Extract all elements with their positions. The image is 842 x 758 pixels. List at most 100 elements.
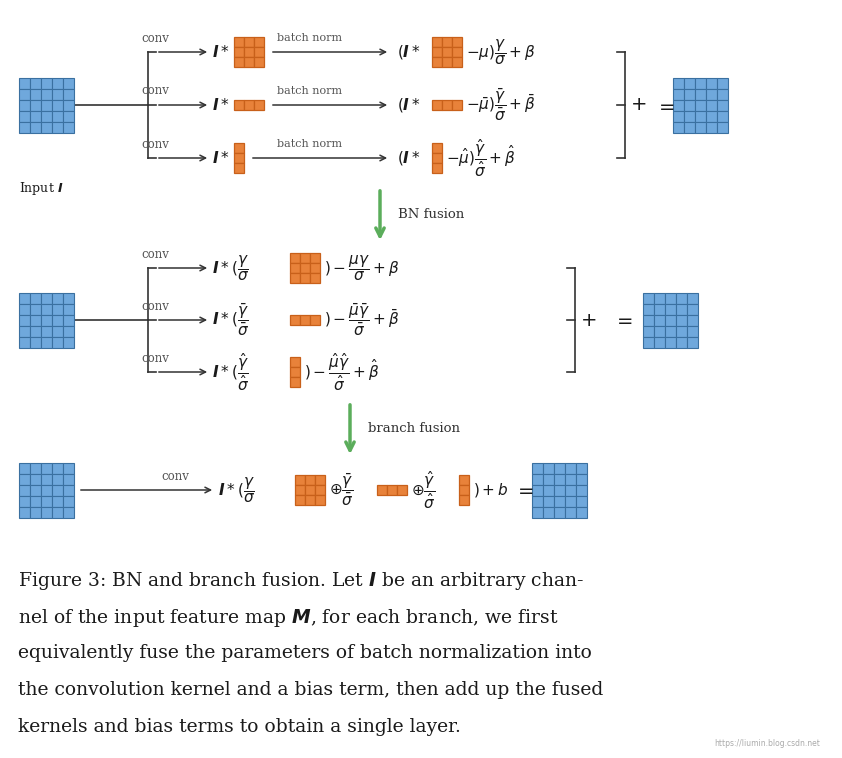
Bar (234, 163, 244, 173)
Bar (305, 485, 315, 495)
Bar (531, 484, 542, 496)
Bar (300, 315, 310, 325)
Bar (675, 325, 686, 337)
Bar (40, 293, 51, 303)
Bar (575, 506, 587, 518)
Bar (40, 99, 51, 111)
Bar (387, 485, 397, 495)
Bar (664, 337, 675, 347)
Bar (290, 357, 300, 367)
Bar (706, 99, 717, 111)
Bar (442, 57, 452, 67)
Bar (40, 462, 51, 474)
Bar (432, 37, 442, 47)
Text: $\oplus\dfrac{\hat{\gamma}}{\hat{\sigma}}$: $\oplus\dfrac{\hat{\gamma}}{\hat{\sigma}… (411, 469, 436, 511)
Bar (695, 121, 706, 133)
Bar (432, 100, 442, 110)
Bar (51, 484, 62, 496)
Bar (653, 315, 664, 325)
Bar (51, 325, 62, 337)
Text: nel of the input feature map $\boldsymbol{M}$, for each branch, we first: nel of the input feature map $\boldsymbo… (18, 607, 558, 629)
Bar (315, 475, 325, 485)
Bar (300, 263, 310, 273)
Bar (244, 100, 254, 110)
Text: $-\bar{\mu})\dfrac{\bar{\gamma}}{\bar{\sigma}}+\bar{\beta}$: $-\bar{\mu})\dfrac{\bar{\gamma}}{\bar{\s… (466, 87, 536, 123)
Bar (290, 273, 300, 283)
Bar (459, 495, 469, 505)
Bar (51, 474, 62, 484)
Text: conv: conv (141, 137, 169, 151)
Text: conv: conv (141, 32, 169, 45)
Bar (19, 89, 29, 99)
Bar (51, 337, 62, 347)
Bar (664, 325, 675, 337)
Text: conv: conv (141, 352, 169, 365)
Bar (29, 77, 40, 89)
Text: kernels and bias terms to obtain a single layer.: kernels and bias terms to obtain a singl… (18, 718, 461, 736)
Bar (40, 496, 51, 506)
Bar (290, 315, 300, 325)
Text: $(\boldsymbol{I}*$: $(\boldsymbol{I}*$ (397, 43, 421, 61)
Bar (234, 100, 244, 110)
Text: $+$: $+$ (580, 311, 596, 330)
Bar (664, 315, 675, 325)
Bar (19, 496, 29, 506)
Text: batch norm: batch norm (277, 139, 343, 149)
Text: $(\boldsymbol{I}*$: $(\boldsymbol{I}*$ (397, 96, 421, 114)
Bar (684, 111, 695, 121)
Text: branch fusion: branch fusion (368, 422, 460, 436)
Bar (40, 111, 51, 121)
Bar (452, 57, 462, 67)
Bar (675, 337, 686, 347)
Bar (315, 485, 325, 495)
Bar (62, 89, 73, 99)
Bar (706, 89, 717, 99)
Bar (717, 121, 727, 133)
Bar (653, 325, 664, 337)
Bar (19, 337, 29, 347)
Bar (295, 495, 305, 505)
Text: $)-\dfrac{\bar{\mu}\bar{\gamma}}{\bar{\sigma}}+\bar{\beta}$: $)-\dfrac{\bar{\mu}\bar{\gamma}}{\bar{\s… (324, 302, 399, 338)
Bar (432, 57, 442, 67)
Text: $\boldsymbol{I}*$: $\boldsymbol{I}*$ (212, 150, 230, 166)
Bar (653, 337, 664, 347)
Bar (531, 496, 542, 506)
Text: $\boldsymbol{I}*$: $\boldsymbol{I}*$ (212, 44, 230, 60)
Bar (310, 253, 320, 263)
Bar (62, 484, 73, 496)
Bar (51, 89, 62, 99)
Bar (642, 337, 653, 347)
Bar (29, 484, 40, 496)
Text: $\oplus\dfrac{\bar{\gamma}}{\bar{\sigma}}$: $\oplus\dfrac{\bar{\gamma}}{\bar{\sigma}… (329, 472, 354, 508)
Bar (673, 89, 684, 99)
Bar (542, 462, 553, 474)
Bar (254, 57, 264, 67)
Bar (452, 47, 462, 57)
Bar (675, 293, 686, 303)
Bar (254, 47, 264, 57)
Text: the convolution kernel and a bias term, then add up the fused: the convolution kernel and a bias term, … (18, 681, 603, 699)
Bar (452, 37, 462, 47)
Bar (653, 303, 664, 315)
Bar (442, 37, 452, 47)
Bar (686, 293, 697, 303)
Text: conv: conv (141, 84, 169, 98)
Bar (686, 325, 697, 337)
Bar (673, 111, 684, 121)
Bar (29, 462, 40, 474)
Bar (40, 77, 51, 89)
Bar (29, 337, 40, 347)
Bar (531, 462, 542, 474)
Bar (531, 474, 542, 484)
Bar (51, 315, 62, 325)
Bar (717, 89, 727, 99)
Bar (686, 303, 697, 315)
Bar (62, 474, 73, 484)
Text: conv: conv (141, 299, 169, 312)
Bar (717, 77, 727, 89)
Bar (29, 315, 40, 325)
Bar (664, 303, 675, 315)
Bar (234, 37, 244, 47)
Bar (432, 143, 442, 153)
Bar (653, 293, 664, 303)
